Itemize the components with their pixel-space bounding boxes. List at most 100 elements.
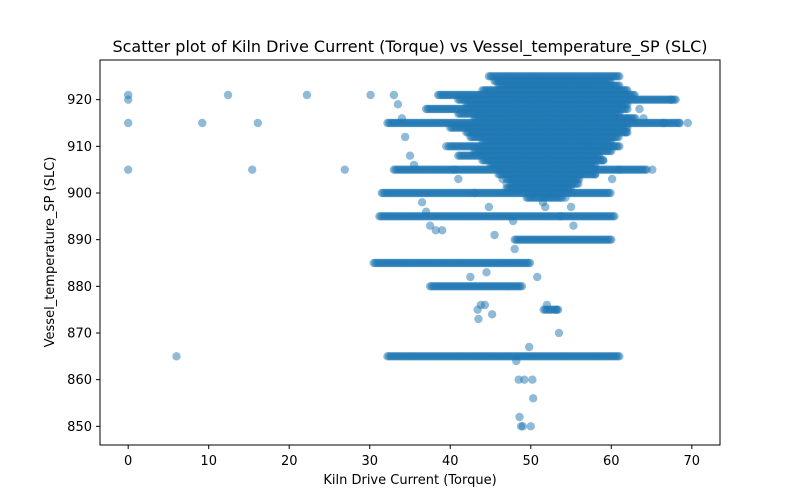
data-point bbox=[666, 95, 676, 104]
data-point bbox=[635, 104, 644, 114]
data-point bbox=[393, 100, 403, 109]
data-point bbox=[520, 375, 529, 384]
data-point bbox=[172, 352, 181, 361]
data-point bbox=[554, 328, 564, 338]
ticks-layer: 0 10 20 30 40 50 60 70 850 860 870 880 890 900 910 920 bbox=[67, 93, 700, 469]
data-point bbox=[607, 146, 616, 156]
data-point bbox=[366, 90, 375, 100]
data-point bbox=[607, 174, 617, 184]
data-point bbox=[524, 342, 534, 352]
data-point bbox=[438, 226, 447, 235]
chart-title: Scatter plot of Kiln Drive Current (Torq… bbox=[112, 37, 707, 57]
data-point bbox=[590, 170, 600, 179]
data-point bbox=[528, 375, 537, 384]
data-point bbox=[431, 226, 440, 235]
x-tick-label: 60 bbox=[603, 454, 620, 469]
data-point bbox=[526, 422, 535, 431]
data-point bbox=[466, 272, 475, 282]
data-point bbox=[470, 188, 479, 198]
data-point bbox=[606, 188, 615, 198]
data-point bbox=[566, 202, 576, 212]
data-point bbox=[302, 90, 312, 100]
data-point bbox=[421, 207, 431, 216]
x-tick-label: 20 bbox=[281, 454, 298, 469]
data-point bbox=[528, 394, 538, 403]
data-point bbox=[409, 160, 419, 170]
data-point bbox=[623, 114, 632, 123]
data-point bbox=[599, 156, 608, 165]
data-point bbox=[442, 142, 451, 151]
data-point bbox=[223, 90, 233, 100]
data-point bbox=[474, 314, 483, 324]
data-point bbox=[659, 118, 668, 128]
y-axis-label: Vessel_temperature_SP (SLC) bbox=[43, 157, 58, 348]
y-tick-label: 910 bbox=[67, 140, 92, 155]
data-point bbox=[614, 132, 623, 142]
data-point bbox=[405, 151, 415, 160]
data-point bbox=[648, 165, 657, 174]
data-point bbox=[123, 118, 133, 128]
data-point bbox=[623, 104, 632, 114]
y-tick-label: 890 bbox=[67, 233, 92, 248]
data-point bbox=[615, 165, 624, 174]
x-tick-label: 40 bbox=[442, 454, 459, 469]
data-point bbox=[397, 114, 407, 123]
data-point bbox=[450, 165, 459, 174]
data-point bbox=[508, 216, 518, 226]
data-point bbox=[123, 95, 133, 104]
y-tick-label: 860 bbox=[67, 373, 92, 388]
data-point bbox=[603, 95, 612, 104]
data-point bbox=[607, 235, 616, 244]
data-point bbox=[425, 221, 435, 230]
data-point bbox=[621, 128, 630, 137]
data-point bbox=[484, 202, 494, 212]
data-point bbox=[542, 300, 552, 310]
data-point bbox=[400, 132, 410, 142]
y-tick-label: 900 bbox=[67, 187, 92, 202]
data-point bbox=[556, 212, 565, 221]
data-point bbox=[198, 118, 207, 128]
data-point bbox=[639, 114, 648, 123]
data-point bbox=[574, 170, 584, 179]
y-tick-label: 850 bbox=[67, 420, 92, 435]
data-point bbox=[517, 282, 527, 291]
data-point bbox=[574, 179, 583, 188]
data-point bbox=[487, 310, 497, 319]
x-tick-label: 10 bbox=[200, 454, 217, 469]
y-tick-label: 920 bbox=[67, 93, 92, 108]
x-tick-label: 50 bbox=[523, 454, 540, 469]
data-point bbox=[683, 118, 692, 128]
x-tick-label: 70 bbox=[684, 454, 701, 469]
data-point bbox=[123, 165, 133, 174]
data-point bbox=[569, 221, 578, 230]
data-point bbox=[615, 142, 624, 151]
data-point bbox=[510, 244, 519, 254]
data-point bbox=[561, 193, 570, 202]
data-point bbox=[615, 352, 624, 361]
data-point bbox=[675, 118, 684, 128]
points-layer bbox=[123, 72, 692, 431]
data-point bbox=[253, 118, 263, 128]
data-point bbox=[515, 412, 524, 422]
data-point bbox=[552, 305, 561, 314]
x-axis-label: Kiln Drive Current (Torque) bbox=[323, 473, 496, 488]
data-point bbox=[502, 179, 511, 188]
x-tick-label: 0 bbox=[124, 454, 132, 469]
data-point bbox=[518, 422, 527, 431]
data-point bbox=[525, 258, 535, 268]
data-point bbox=[247, 165, 257, 174]
data-point bbox=[389, 90, 399, 100]
data-point bbox=[340, 165, 349, 174]
data-point bbox=[533, 272, 542, 282]
data-point bbox=[512, 356, 521, 366]
x-tick-label: 30 bbox=[361, 454, 378, 469]
plot-frame bbox=[99, 59, 721, 446]
data-point bbox=[454, 174, 463, 184]
data-point bbox=[490, 230, 499, 240]
data-point bbox=[417, 198, 427, 207]
y-tick-label: 870 bbox=[67, 327, 92, 342]
y-tick-label: 880 bbox=[67, 280, 92, 295]
data-point bbox=[482, 268, 491, 277]
data-point bbox=[582, 142, 592, 151]
